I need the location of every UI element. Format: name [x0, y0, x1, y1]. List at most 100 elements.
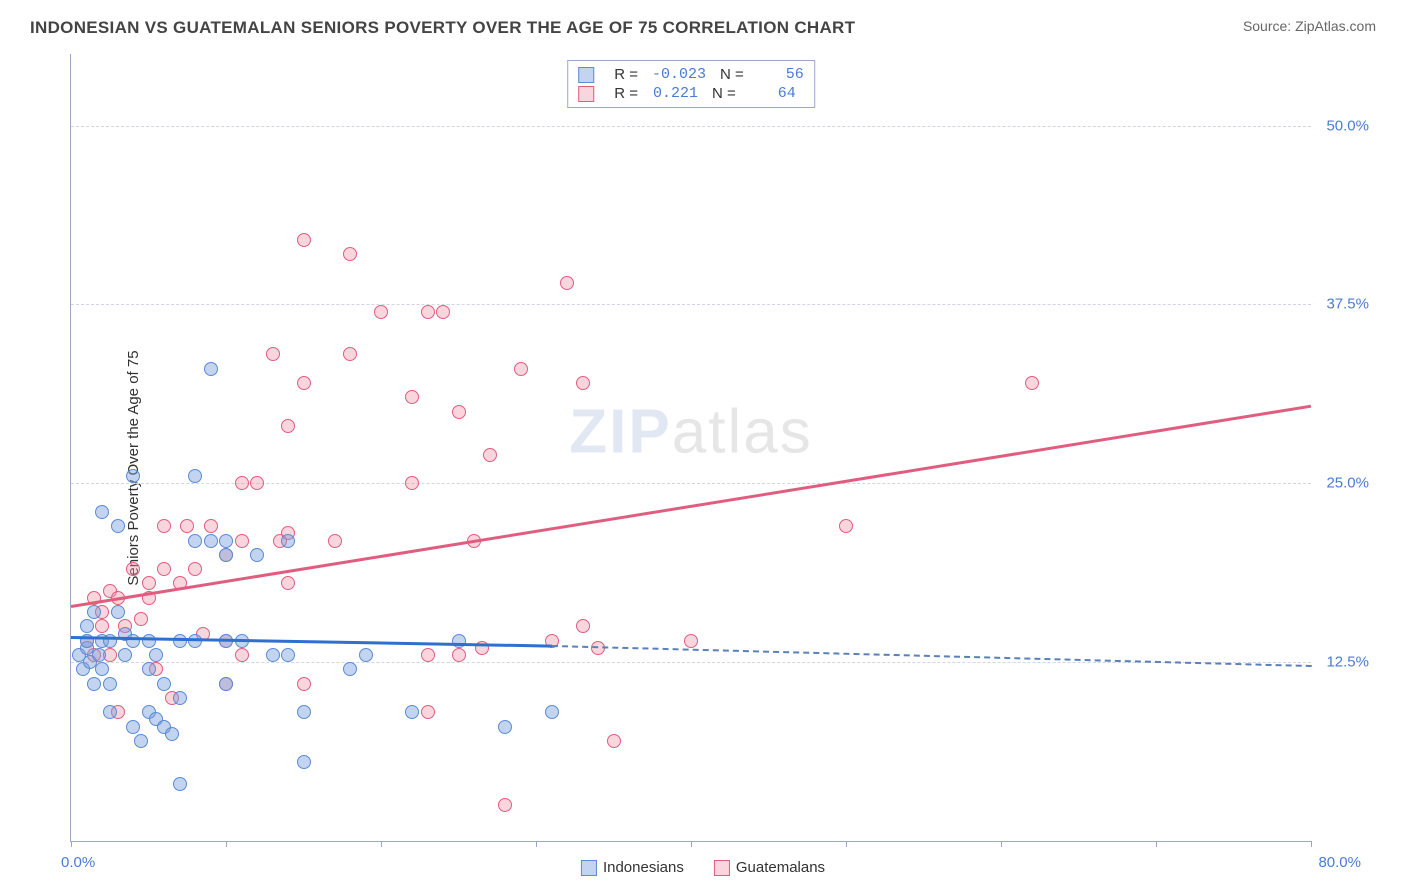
scatter-point-guatemalans — [266, 347, 280, 361]
x-tick — [691, 841, 692, 847]
scatter-point-guatemalans — [452, 648, 466, 662]
scatter-point-indonesians — [405, 705, 419, 719]
scatter-point-guatemalans — [1025, 376, 1039, 390]
scatter-point-guatemalans — [126, 562, 140, 576]
legend-label: Guatemalans — [736, 859, 825, 876]
scatter-point-indonesians — [111, 605, 125, 619]
scatter-plot-area: ZIPatlas R =-0.023N =56R =0.221N =64 12.… — [70, 54, 1311, 842]
scatter-point-indonesians — [204, 362, 218, 376]
scatter-point-guatemalans — [297, 376, 311, 390]
scatter-point-indonesians — [134, 734, 148, 748]
gridline — [71, 304, 1311, 305]
scatter-point-indonesians — [142, 634, 156, 648]
x-axis-max-label: 80.0% — [1318, 854, 1361, 871]
scatter-point-indonesians — [545, 705, 559, 719]
scatter-point-guatemalans — [134, 612, 148, 626]
scatter-point-guatemalans — [281, 419, 295, 433]
scatter-point-indonesians — [87, 677, 101, 691]
scatter-point-indonesians — [343, 662, 357, 676]
scatter-point-indonesians — [250, 548, 264, 562]
scatter-point-indonesians — [165, 727, 179, 741]
scatter-point-indonesians — [297, 755, 311, 769]
scatter-point-indonesians — [281, 648, 295, 662]
scatter-point-indonesians — [103, 705, 117, 719]
scatter-point-indonesians — [173, 691, 187, 705]
x-tick — [381, 841, 382, 847]
scatter-point-indonesians — [266, 648, 280, 662]
scatter-point-indonesians — [359, 648, 373, 662]
scatter-point-indonesians — [498, 720, 512, 734]
scatter-point-indonesians — [157, 677, 171, 691]
scatter-point-indonesians — [188, 534, 202, 548]
scatter-point-guatemalans — [498, 798, 512, 812]
scatter-point-indonesians — [149, 648, 163, 662]
scatter-point-indonesians — [297, 705, 311, 719]
scatter-point-guatemalans — [235, 476, 249, 490]
chart-title: INDONESIAN VS GUATEMALAN SENIORS POVERTY… — [30, 18, 855, 38]
y-tick-label: 50.0% — [1326, 117, 1369, 134]
scatter-point-indonesians — [95, 662, 109, 676]
scatter-point-indonesians — [204, 534, 218, 548]
scatter-point-guatemalans — [95, 619, 109, 633]
watermark: ZIPatlas — [569, 396, 812, 467]
scatter-point-guatemalans — [483, 448, 497, 462]
scatter-point-guatemalans — [421, 705, 435, 719]
x-axis-min-label: 0.0% — [61, 854, 95, 871]
scatter-point-indonesians — [95, 505, 109, 519]
scatter-point-indonesians — [219, 548, 233, 562]
trendline-guatemalans — [71, 405, 1311, 608]
scatter-point-guatemalans — [421, 305, 435, 319]
scatter-point-indonesians — [219, 677, 233, 691]
legend-item: Guatemalans — [714, 859, 825, 876]
source-attribution: Source: ZipAtlas.com — [1243, 18, 1376, 34]
scatter-point-indonesians — [142, 662, 156, 676]
scatter-point-indonesians — [80, 619, 94, 633]
scatter-point-guatemalans — [343, 347, 357, 361]
scatter-point-guatemalans — [235, 648, 249, 662]
scatter-point-guatemalans — [405, 390, 419, 404]
scatter-point-guatemalans — [576, 619, 590, 633]
scatter-point-indonesians — [126, 720, 140, 734]
legend-swatch — [581, 860, 597, 876]
scatter-point-guatemalans — [204, 519, 218, 533]
scatter-point-guatemalans — [157, 519, 171, 533]
scatter-point-guatemalans — [142, 576, 156, 590]
scatter-point-indonesians — [103, 677, 117, 691]
x-tick — [71, 841, 72, 847]
scatter-point-guatemalans — [514, 362, 528, 376]
scatter-point-guatemalans — [328, 534, 342, 548]
scatter-point-guatemalans — [421, 648, 435, 662]
x-tick — [536, 841, 537, 847]
x-tick — [1001, 841, 1002, 847]
scatter-point-guatemalans — [405, 476, 419, 490]
x-tick — [226, 841, 227, 847]
scatter-point-guatemalans — [235, 534, 249, 548]
scatter-point-indonesians — [126, 469, 140, 483]
scatter-point-indonesians — [87, 605, 101, 619]
scatter-point-indonesians — [118, 648, 132, 662]
scatter-point-guatemalans — [452, 405, 466, 419]
legend-swatch — [578, 67, 594, 83]
scatter-point-guatemalans — [576, 376, 590, 390]
scatter-point-guatemalans — [297, 677, 311, 691]
scatter-point-guatemalans — [297, 233, 311, 247]
x-tick — [846, 841, 847, 847]
scatter-point-indonesians — [188, 469, 202, 483]
gridline — [71, 662, 1311, 663]
scatter-point-guatemalans — [374, 305, 388, 319]
scatter-point-indonesians — [126, 634, 140, 648]
scatter-point-indonesians — [173, 634, 187, 648]
trendline-indonesians-extrapolated — [551, 645, 1311, 667]
scatter-point-guatemalans — [684, 634, 698, 648]
scatter-point-indonesians — [111, 519, 125, 533]
scatter-point-guatemalans — [157, 562, 171, 576]
legend-item: Indonesians — [581, 859, 684, 876]
x-tick — [1156, 841, 1157, 847]
scatter-point-guatemalans — [560, 276, 574, 290]
scatter-point-guatemalans — [343, 247, 357, 261]
gridline — [71, 126, 1311, 127]
scatter-point-guatemalans — [180, 519, 194, 533]
y-tick-label: 25.0% — [1326, 475, 1369, 492]
scatter-point-guatemalans — [436, 305, 450, 319]
legend-swatch — [714, 860, 730, 876]
